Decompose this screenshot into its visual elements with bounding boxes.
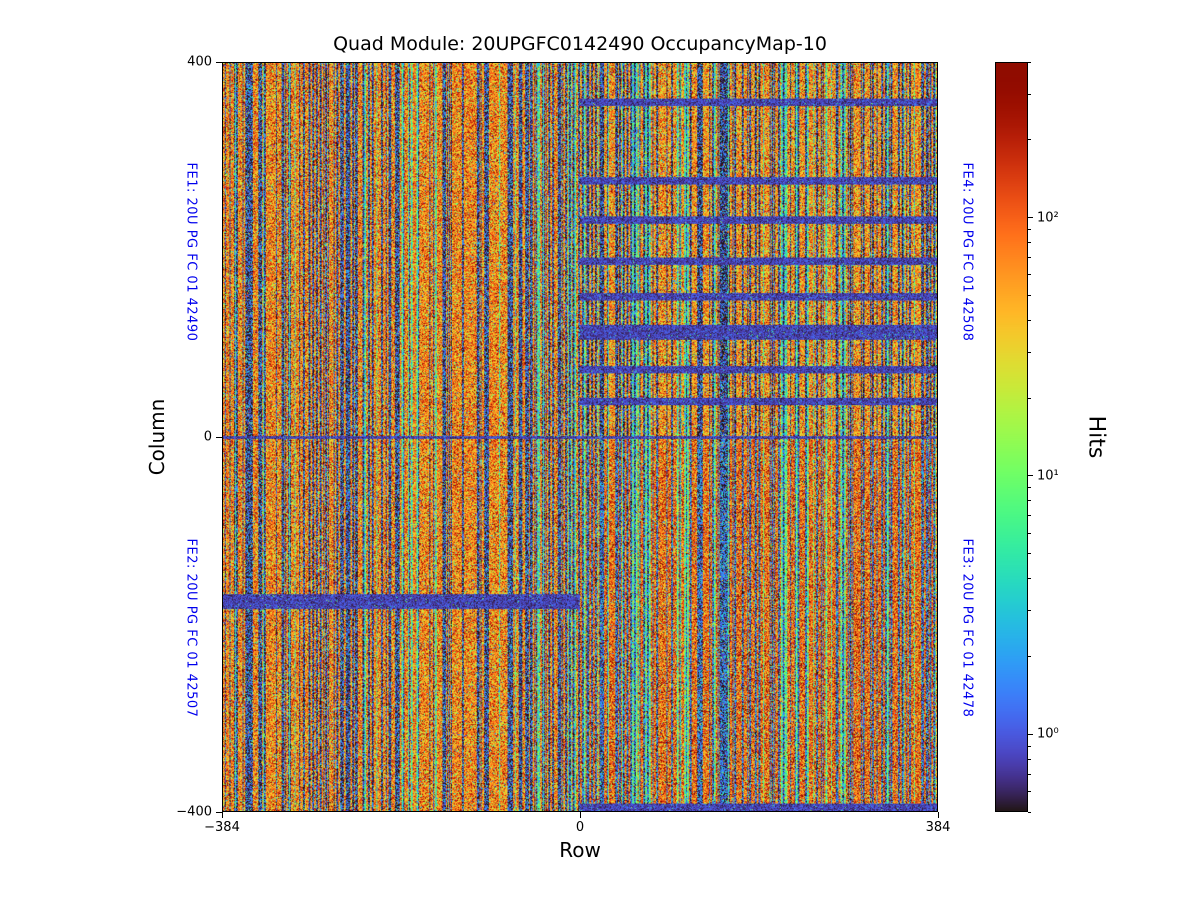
x-tick-label: 0 (575, 820, 585, 835)
colorbar-minor-tick (1028, 319, 1031, 321)
colorbar-tick-label: 10¹ (1037, 468, 1059, 484)
colorbar-minor-tick (1028, 352, 1031, 354)
colorbar-minor-tick (1028, 758, 1031, 760)
colorbar-minor-tick (1028, 61, 1031, 63)
colorbar-tick-label: 10² (1037, 210, 1059, 226)
colorbar-canvas (996, 63, 1027, 811)
colorbar-minor-tick (1028, 93, 1031, 95)
y-tick-mark (216, 61, 222, 63)
colorbar-minor-tick (1028, 811, 1031, 813)
heatmap-plot-area (222, 62, 938, 812)
colorbar-minor-tick (1028, 487, 1031, 489)
x-tick-label: 384 (925, 820, 951, 835)
colorbar-tick-label: 10⁰ (1037, 726, 1059, 742)
colorbar-minor-tick (1028, 139, 1031, 141)
colorbar-minor-tick (1028, 745, 1031, 747)
colorbar-minor-tick (1028, 242, 1031, 244)
colorbar-minor-tick (1028, 610, 1031, 612)
colorbar-minor-tick (1028, 553, 1031, 555)
colorbar-label: Hits (1083, 415, 1109, 459)
plot-title: Quad Module: 20UPGFC0142490 OccupancyMap… (333, 33, 827, 55)
colorbar-minor-tick (1028, 532, 1031, 534)
fe3-chip-label: FE3: 20U PG FC 01 42478 (959, 538, 975, 718)
y-tick-label: −400 (176, 804, 212, 820)
x-axis-label: Row (559, 838, 601, 862)
colorbar-minor-tick (1028, 274, 1031, 276)
colorbar-minor-tick (1028, 294, 1031, 296)
fe1-chip-label: FE1: 20U PG FC 01 42490 (183, 162, 199, 342)
colorbar-major-tick (1028, 217, 1033, 219)
y-tick-label: 400 (187, 54, 212, 70)
colorbar-major-tick (1028, 475, 1033, 477)
colorbar-minor-tick (1028, 655, 1031, 657)
colorbar-minor-tick (1028, 578, 1031, 580)
fe2-chip-label: FE2: 20U PG FC 01 42507 (183, 538, 199, 718)
y-tick-mark (216, 811, 222, 813)
x-tick-mark (579, 812, 581, 818)
colorbar-minor-tick (1028, 773, 1031, 775)
colorbar-minor-tick (1028, 500, 1031, 502)
x-tick-mark (221, 812, 223, 818)
y-axis-label: Column (145, 398, 169, 476)
colorbar-minor-tick (1028, 228, 1031, 230)
colorbar-major-tick (1028, 733, 1033, 735)
colorbar-minor-tick (1028, 791, 1031, 793)
fe4-chip-label: FE4: 20U PG FC 01 42508 (959, 162, 975, 342)
y-tick-label: 0 (203, 429, 212, 445)
heatmap-canvas (223, 63, 937, 811)
x-tick-label: −384 (204, 820, 240, 835)
y-tick-mark (216, 436, 222, 438)
colorbar-minor-tick (1028, 257, 1031, 259)
colorbar-minor-tick (1028, 515, 1031, 517)
colorbar-minor-tick (1028, 397, 1031, 399)
colorbar (995, 62, 1028, 812)
x-tick-mark (937, 812, 939, 818)
